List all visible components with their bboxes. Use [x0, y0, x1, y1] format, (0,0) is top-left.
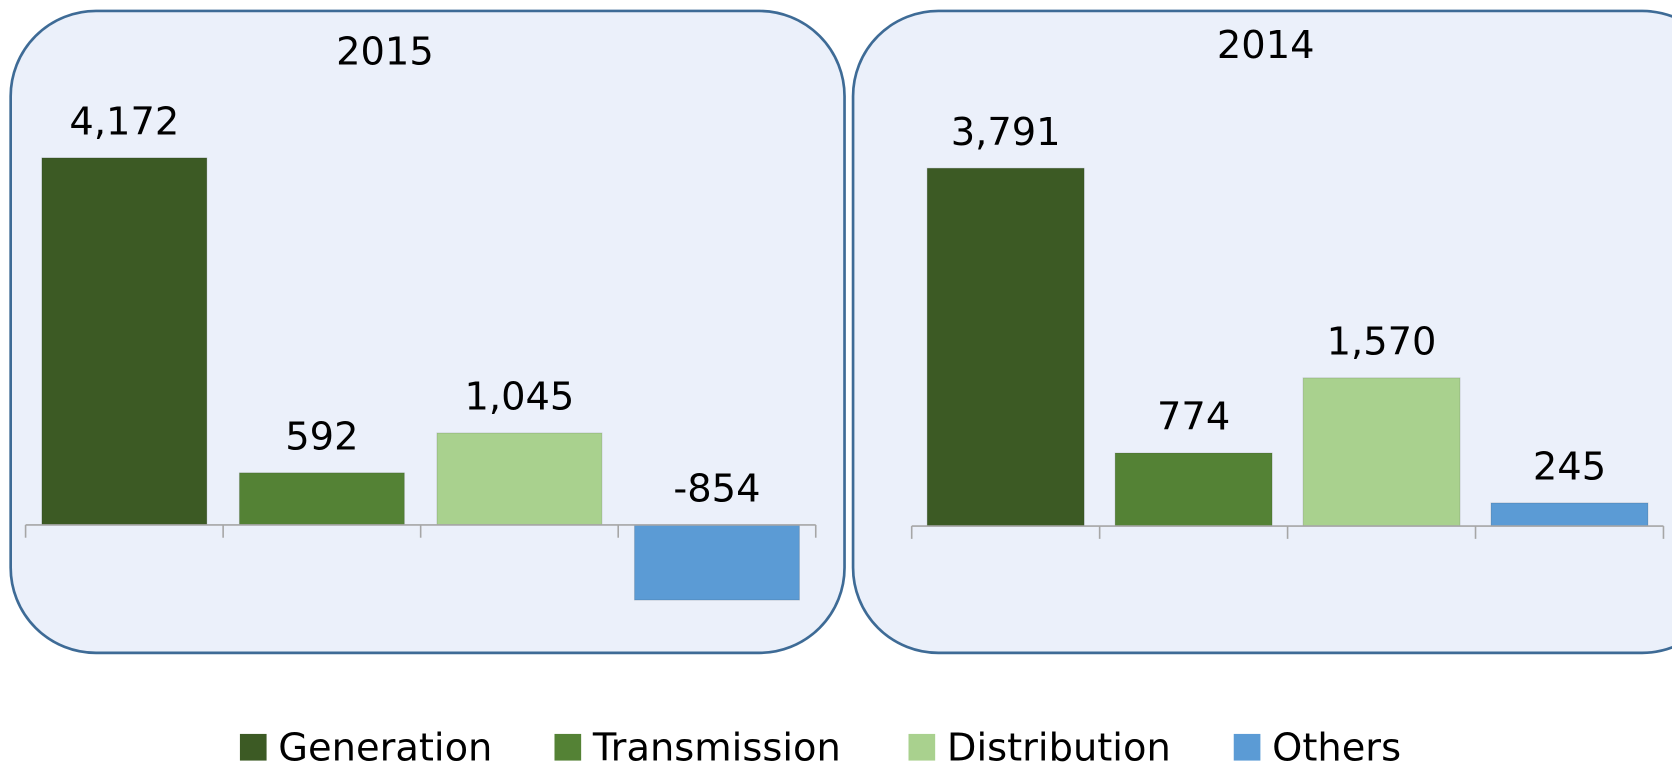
- legend-label: Others: [1272, 726, 1401, 763]
- legend-swatch: [1233, 733, 1261, 761]
- bar: [238, 472, 405, 526]
- bar: [1114, 452, 1273, 527]
- legend-label: Transmission: [592, 726, 841, 763]
- legend-swatch: [239, 733, 267, 761]
- value-label: 1,570: [1327, 319, 1437, 364]
- value-label: 3,791: [951, 110, 1061, 155]
- chart-title: 2015: [336, 29, 434, 74]
- value-label: 592: [285, 414, 358, 459]
- bar: [1302, 377, 1461, 527]
- value-label: 774: [1157, 395, 1230, 440]
- legend-label: Generation: [278, 726, 492, 763]
- panel: [9, 9, 846, 655]
- bar: [1490, 502, 1649, 527]
- value-label: 4,172: [69, 99, 179, 144]
- legend-label: Distribution: [947, 726, 1171, 763]
- legend-swatch: [554, 733, 582, 761]
- chart-title: 2014: [1217, 23, 1315, 68]
- value-label: 1,045: [464, 375, 574, 420]
- legend-swatch: [908, 733, 936, 761]
- bar: [41, 157, 208, 526]
- value-label: 245: [1533, 444, 1606, 489]
- value-label: -854: [673, 466, 760, 511]
- bar: [633, 524, 800, 601]
- bar: [926, 167, 1085, 527]
- bar: [436, 432, 603, 526]
